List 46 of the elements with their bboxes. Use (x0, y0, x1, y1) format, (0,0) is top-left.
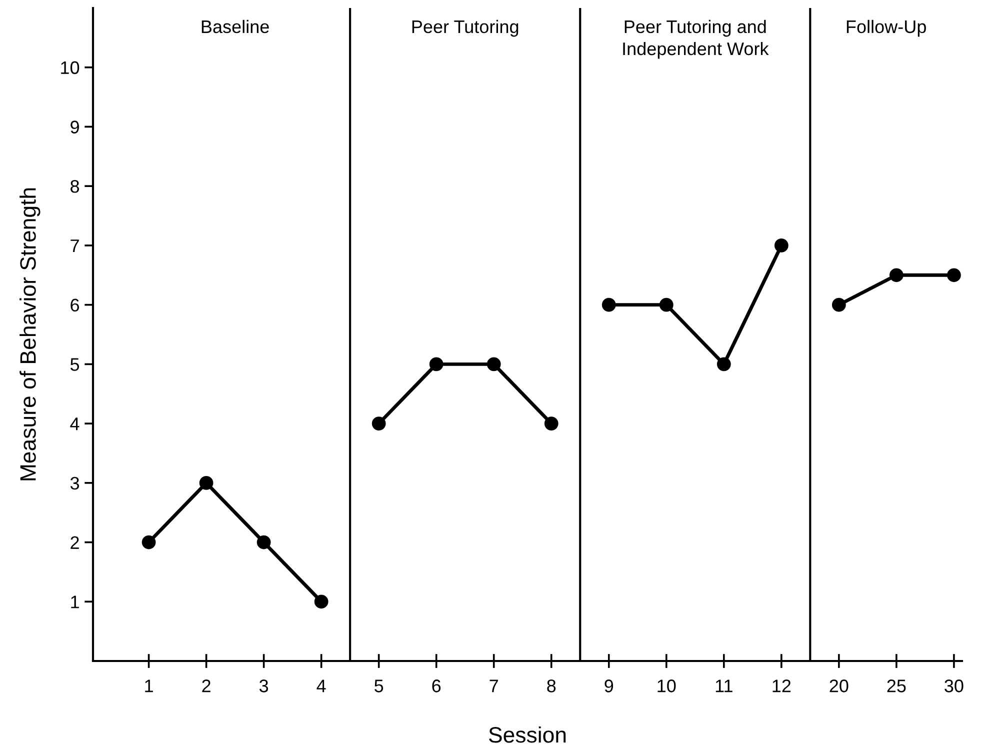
x-tick-label: 4 (316, 680, 326, 692)
annotation: Follow-Up (846, 20, 926, 37)
x-tick-label: 3 (259, 680, 268, 692)
point (659, 298, 674, 312)
annotation: Baseline (202, 20, 269, 34)
annotation: Peer Tutoring (412, 20, 518, 37)
x-tick-label: 6 (432, 680, 441, 692)
point (486, 357, 501, 372)
x-axis-title: Session (488, 726, 566, 743)
point (314, 594, 328, 609)
y-tick-label: 4 (70, 418, 80, 430)
y-tick-label: 10 (61, 61, 80, 74)
x-tick-label: 8 (547, 680, 556, 692)
x-tick-label: 1 (145, 680, 153, 692)
x-tick-label: 2 (202, 680, 210, 692)
x-tick-label: 11 (716, 680, 732, 692)
x-tick-label: 20 (830, 680, 848, 692)
y-axis-title: Measure of Behavior Strength (20, 188, 40, 480)
point (716, 357, 731, 372)
y-tick-label: 9 (70, 120, 79, 134)
x-tick-label: 12 (772, 680, 791, 692)
y-tick-label: 1 (71, 596, 79, 608)
point (889, 268, 904, 282)
point (199, 476, 214, 490)
point (256, 535, 271, 550)
annotation: Peer Tutoring and Independent Work (623, 20, 769, 59)
point (832, 298, 846, 312)
y-tick-label: 6 (70, 298, 80, 312)
y-tick-label: 5 (70, 358, 80, 371)
y-tick-label: 8 (70, 180, 80, 193)
point (947, 268, 961, 282)
point (602, 298, 616, 312)
y-tick-label: 3 (70, 476, 80, 490)
point (774, 238, 788, 252)
y-tick-label: 2 (70, 536, 79, 549)
point (142, 535, 156, 550)
x-tick-label: 7 (490, 680, 498, 692)
point (429, 357, 444, 372)
x-tick-label: 25 (887, 680, 906, 692)
point (544, 416, 558, 430)
point (372, 416, 386, 430)
x-tick-label: 10 (658, 680, 676, 692)
x-tick-label: 5 (374, 680, 384, 692)
y-tick-label: 7 (70, 240, 79, 252)
x-tick-label: 30 (944, 680, 964, 692)
x-tick-label: 9 (604, 680, 614, 692)
